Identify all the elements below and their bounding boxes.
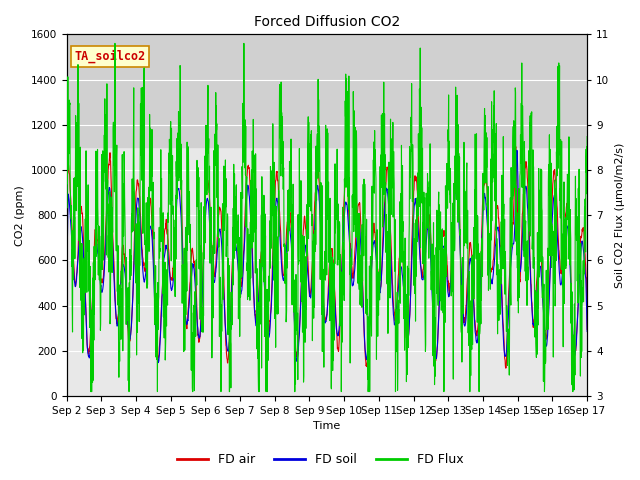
Text: TA_soilco2: TA_soilco2 bbox=[74, 49, 145, 63]
Bar bbox=[67, 35, 587, 147]
X-axis label: Time: Time bbox=[313, 421, 340, 432]
Title: Forced Diffusion CO2: Forced Diffusion CO2 bbox=[253, 15, 400, 29]
Y-axis label: CO2 (ppm): CO2 (ppm) bbox=[15, 185, 25, 246]
Y-axis label: Soil CO2 Flux (μmol/m2/s): Soil CO2 Flux (μmol/m2/s) bbox=[615, 143, 625, 288]
Legend: FD air, FD soil, FD Flux: FD air, FD soil, FD Flux bbox=[172, 448, 468, 471]
